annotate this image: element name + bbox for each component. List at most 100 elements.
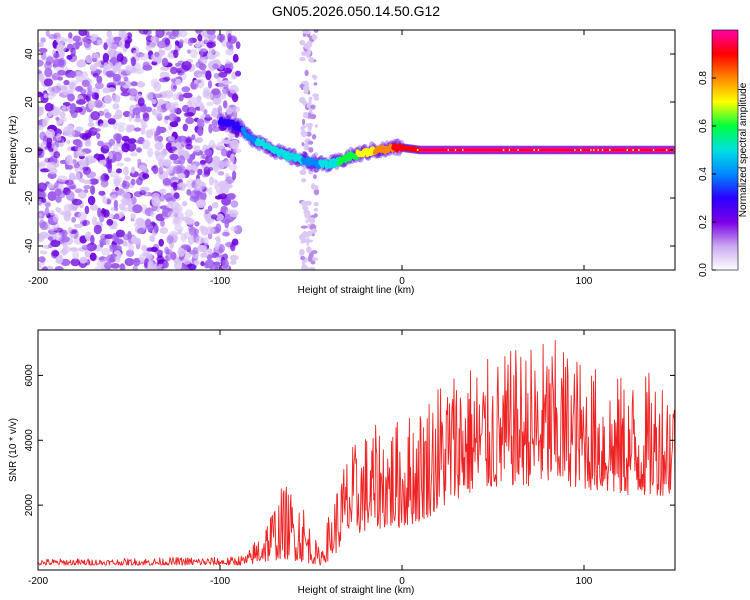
noise-blob xyxy=(91,216,98,226)
noise-blob xyxy=(170,251,177,261)
track-peak xyxy=(412,149,415,151)
track-peak xyxy=(454,149,457,151)
noise-blob xyxy=(188,169,195,176)
noise-blob xyxy=(48,147,54,152)
track-peak xyxy=(667,149,669,151)
noise-blob xyxy=(59,235,70,243)
noise-blob xyxy=(124,258,135,266)
noise-blob xyxy=(232,170,237,181)
noise-blob xyxy=(188,235,195,245)
noise-blob xyxy=(125,64,133,75)
spectrogram-ylabel: Frequency (Hz) xyxy=(8,116,19,185)
noise-blob xyxy=(217,171,225,176)
track-peak xyxy=(435,149,438,151)
noise-blob xyxy=(47,236,54,241)
noise-blob xyxy=(118,39,125,49)
noise-blob xyxy=(170,82,177,92)
noise-blob xyxy=(38,256,46,263)
x-tick-label: 100 xyxy=(576,276,593,287)
track-peak xyxy=(668,149,671,151)
noise-blob xyxy=(308,56,315,63)
track-peak xyxy=(481,149,483,151)
track-peak xyxy=(549,149,551,151)
noise-blob xyxy=(113,151,122,162)
noise-blob xyxy=(307,255,313,263)
noise-blob xyxy=(228,133,236,138)
noise-blob xyxy=(99,159,107,165)
noise-blob xyxy=(75,99,86,105)
track-peak xyxy=(562,149,565,151)
noise-blob xyxy=(102,52,110,63)
noise-blob xyxy=(311,134,317,140)
track-peak xyxy=(590,149,592,151)
noise-blob xyxy=(199,191,207,202)
noise-blob xyxy=(128,112,133,122)
track-peak xyxy=(497,149,499,151)
track-peak xyxy=(485,149,487,151)
noise-blob xyxy=(69,175,77,181)
noise-blob xyxy=(104,94,112,105)
noise-blob xyxy=(179,30,188,38)
noise-blob xyxy=(215,236,221,242)
noise-blob xyxy=(38,59,44,67)
noise-blob xyxy=(83,185,91,190)
track-peak xyxy=(422,149,425,151)
noise-blob xyxy=(306,246,312,254)
noise-blob xyxy=(151,108,157,116)
track-peak xyxy=(536,149,538,151)
track-peak xyxy=(574,149,576,151)
noise-blob xyxy=(299,39,306,46)
noise-blob xyxy=(106,198,112,205)
noise-blob xyxy=(77,147,83,152)
noise-blob xyxy=(313,169,317,174)
y-tick-label: 2000 xyxy=(24,494,35,517)
noise-blob xyxy=(61,247,68,256)
noise-blob xyxy=(181,61,192,71)
noise-blob xyxy=(230,153,235,163)
noise-blob xyxy=(124,157,131,162)
track-peak xyxy=(502,149,505,151)
noise-blob xyxy=(42,265,48,270)
track-peak xyxy=(434,149,436,151)
figure-title: GN05.2026.050.14.50.G12 xyxy=(272,3,440,19)
noise-blob xyxy=(84,231,92,241)
noise-blob xyxy=(300,240,306,244)
noise-blob xyxy=(149,235,156,242)
noise-blob xyxy=(40,37,46,43)
noise-blob xyxy=(38,146,43,156)
noise-blob xyxy=(138,30,149,35)
noise-blob xyxy=(162,260,169,269)
noise-blob xyxy=(127,230,132,240)
noise-blob xyxy=(145,44,152,52)
noise-blob xyxy=(93,224,102,235)
track-peak xyxy=(582,149,585,151)
noise-blob xyxy=(165,197,176,203)
noise-blob xyxy=(107,38,112,49)
noise-blob xyxy=(66,190,75,201)
noise-blob xyxy=(205,154,213,164)
noise-blob xyxy=(93,99,103,108)
track-peak xyxy=(631,149,633,151)
noise-blob xyxy=(145,106,153,113)
noise-blob xyxy=(299,233,306,241)
x-tick-label: 0 xyxy=(399,576,405,587)
noise-blob xyxy=(120,91,130,97)
noise-blob xyxy=(113,199,119,209)
track-peak xyxy=(507,149,509,151)
y-tick-label: 40 xyxy=(24,48,35,60)
track-peak xyxy=(511,149,514,151)
noise-blob xyxy=(61,229,68,237)
track-peak xyxy=(453,149,455,151)
track-peak xyxy=(648,149,650,151)
noise-blob xyxy=(210,112,217,117)
signal-track xyxy=(216,113,675,173)
noise-blob xyxy=(231,93,239,103)
noise-blob xyxy=(44,67,53,78)
noise-blob xyxy=(307,112,312,119)
noise-blob xyxy=(112,103,120,110)
noise-blob xyxy=(115,229,125,238)
noise-blob xyxy=(169,146,178,151)
track-peak xyxy=(620,149,623,151)
noise-blob xyxy=(229,84,239,94)
noise-blob xyxy=(303,111,309,119)
